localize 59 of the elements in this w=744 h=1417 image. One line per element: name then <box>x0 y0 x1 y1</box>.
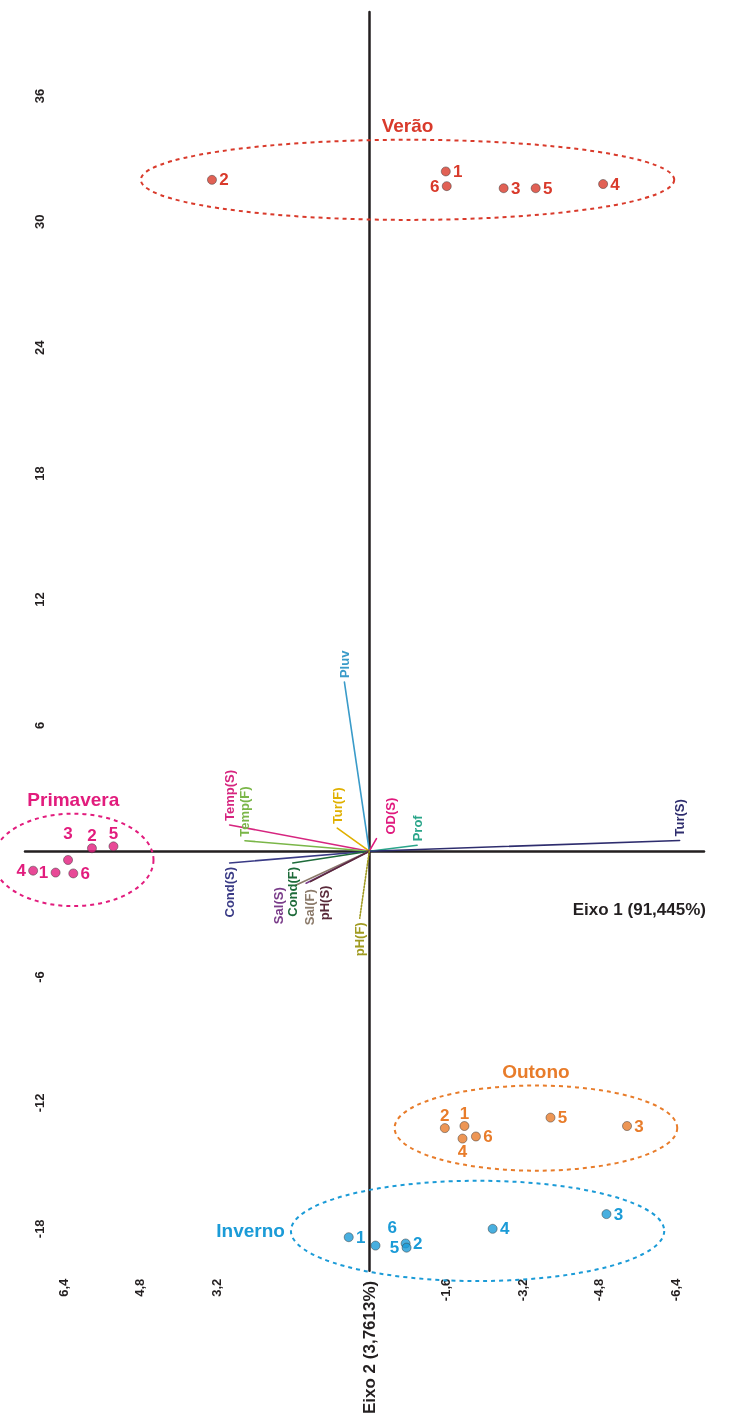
y-axis-title: Eixo 2 (3,7613%) <box>359 1280 379 1415</box>
x-tick-label: 4,8 <box>132 1278 148 1297</box>
y-tick-label: 12 <box>32 592 47 607</box>
annotation: 3 <box>634 1116 644 1136</box>
annotation: 2 <box>412 1233 423 1253</box>
annotation: 1 <box>355 1227 366 1247</box>
text: Prof <box>409 814 425 842</box>
y-tick-label: 30 <box>32 214 47 230</box>
annotation: 6 <box>80 863 91 883</box>
text: pH(F) <box>352 922 368 957</box>
y-tick-label: 6 <box>32 721 47 729</box>
y-tick-label: -12 <box>32 1093 47 1113</box>
y-tick-label: 36 <box>32 88 47 104</box>
y-tick-label: 18 <box>32 466 47 481</box>
text: Temp(S) <box>222 769 238 821</box>
text: Cond(S) <box>222 866 238 918</box>
series-label: Primavera <box>27 789 120 811</box>
text: Inverno <box>216 1220 285 1242</box>
y-tick-label: -18 <box>32 1219 47 1239</box>
series-label: Outono <box>502 1061 570 1083</box>
annotation: 3 <box>510 178 521 198</box>
annotation: 4 <box>16 861 27 881</box>
y-tick-label: 24 <box>32 339 47 355</box>
annotation: 1 <box>38 863 49 883</box>
x-axis-title: Eixo 1 (91,445%) <box>572 899 706 919</box>
annotation: 5 <box>108 823 119 843</box>
text: Cond(F) <box>285 866 301 917</box>
annotation: 4 <box>610 174 621 194</box>
annotation: 3 <box>613 1204 624 1224</box>
annotation: 1 <box>459 1103 470 1123</box>
annotation: 4 <box>499 1219 510 1239</box>
text: Tur(F) <box>329 787 345 825</box>
text: Pluv <box>336 649 352 679</box>
text: OD(S) <box>382 797 398 835</box>
text: Sal(S) <box>270 887 286 925</box>
text: Temp(F) <box>237 786 253 837</box>
annotation: 5 <box>557 1108 568 1128</box>
annotation: 6 <box>430 176 440 196</box>
annotation: 6 <box>483 1127 493 1146</box>
annotation: 5 <box>542 178 553 198</box>
annotation: 2 <box>219 170 229 190</box>
x-tick-label: 3,2 <box>208 1278 224 1297</box>
annotation: 3 <box>63 824 73 844</box>
text: Sal(F) <box>302 889 318 926</box>
x-tick-label: -6,4 <box>667 1278 683 1302</box>
x-tick-label: -3,2 <box>514 1278 530 1302</box>
x-tick-label: -1,6 <box>438 1278 454 1302</box>
x-tick-label: -4,8 <box>591 1278 607 1302</box>
text: Tur(S) <box>672 799 688 837</box>
annotation: 4 <box>457 1142 468 1162</box>
annotation: 5 <box>389 1238 400 1258</box>
annotation: 2 <box>440 1105 450 1125</box>
x-tick-label: 6,4 <box>55 1278 71 1297</box>
annotation: 1 <box>453 161 463 181</box>
text: pH(S) <box>316 885 332 921</box>
annotation: 2 <box>87 825 97 845</box>
annotation: 6 <box>387 1217 398 1237</box>
y-tick-label: -6 <box>32 971 47 983</box>
series-label: Verão <box>381 115 434 137</box>
